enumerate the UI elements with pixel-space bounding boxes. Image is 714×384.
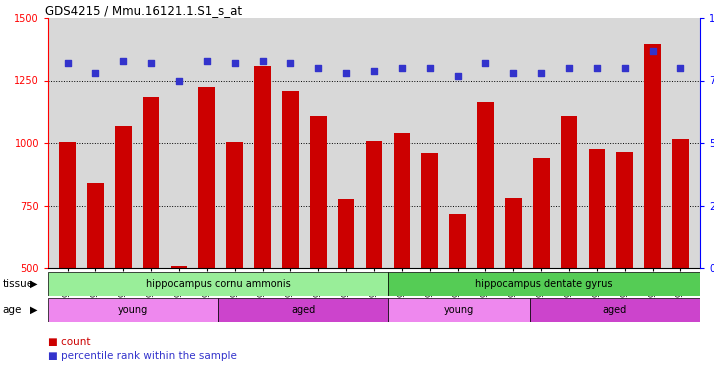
Point	[396, 65, 408, 71]
Bar	[672, 139, 689, 268]
Bar	[59, 142, 76, 268]
Point	[480, 60, 491, 66]
Point	[118, 58, 129, 64]
Point	[229, 60, 241, 66]
Point	[619, 65, 630, 71]
Bar	[143, 97, 159, 268]
Text: age: age	[3, 305, 22, 315]
Text: aged: aged	[291, 305, 316, 315]
Point	[146, 60, 157, 66]
Text: ▶: ▶	[30, 305, 38, 315]
Bar	[48, 298, 218, 322]
Point	[424, 65, 436, 71]
Point	[341, 70, 352, 76]
Point	[563, 65, 575, 71]
Bar	[560, 116, 578, 268]
Bar	[310, 116, 326, 268]
Point	[675, 65, 686, 71]
Bar	[282, 91, 298, 268]
Bar	[171, 265, 187, 268]
Bar	[48, 272, 388, 296]
Bar	[115, 126, 131, 268]
Text: hippocampus dentate gyrus: hippocampus dentate gyrus	[476, 279, 613, 289]
Point	[536, 70, 547, 76]
Bar	[338, 199, 354, 268]
Text: young: young	[444, 305, 474, 315]
Bar	[477, 102, 494, 268]
Bar	[644, 44, 661, 268]
Bar	[366, 141, 383, 268]
Bar	[421, 153, 438, 268]
Text: aged: aged	[603, 305, 627, 315]
Text: hippocampus cornu ammonis: hippocampus cornu ammonis	[146, 279, 291, 289]
Bar	[198, 87, 215, 268]
Bar	[530, 298, 700, 322]
Text: ▶: ▶	[30, 279, 38, 289]
Bar	[533, 158, 550, 268]
Point	[90, 70, 101, 76]
Bar	[505, 198, 522, 268]
Bar	[388, 298, 530, 322]
Point	[257, 58, 268, 64]
Bar	[87, 183, 104, 268]
Point	[285, 60, 296, 66]
Text: young: young	[118, 305, 149, 315]
Point	[368, 68, 380, 74]
Bar	[616, 152, 633, 268]
Text: ■ count: ■ count	[48, 337, 91, 347]
Bar	[393, 133, 411, 268]
Point	[313, 65, 324, 71]
Text: ■ percentile rank within the sample: ■ percentile rank within the sample	[48, 351, 237, 361]
Point	[591, 65, 603, 71]
Point	[174, 78, 185, 84]
Bar	[254, 66, 271, 268]
Point	[452, 73, 463, 79]
Point	[201, 58, 213, 64]
Bar	[449, 214, 466, 268]
Text: tissue: tissue	[3, 279, 34, 289]
Point	[62, 60, 74, 66]
Bar	[218, 298, 388, 322]
Bar	[588, 149, 605, 268]
Bar	[226, 142, 243, 268]
Bar	[388, 272, 700, 296]
Point	[647, 48, 658, 54]
Text: GDS4215 / Mmu.16121.1.S1_s_at: GDS4215 / Mmu.16121.1.S1_s_at	[45, 4, 242, 17]
Point	[508, 70, 519, 76]
